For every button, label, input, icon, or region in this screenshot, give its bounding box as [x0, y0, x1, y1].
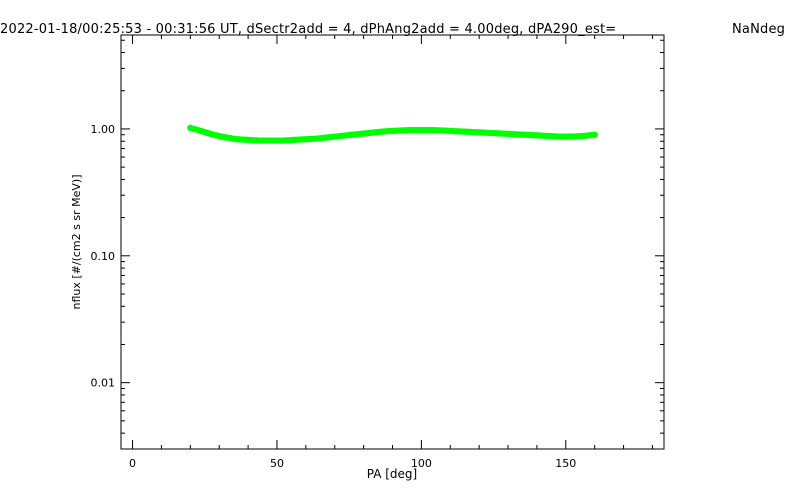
tick-labels: 0 50 100 150 0.01 0.10 1.00	[91, 123, 577, 470]
plot-frame	[120, 34, 665, 450]
axis-ticks	[121, 35, 664, 450]
y-tick-label: 0.10	[91, 250, 116, 263]
y-tick-label: 1.00	[91, 123, 116, 136]
chart-title-tail: NaNdeg	[732, 22, 786, 37]
chart-title-main: 2022-01-18/00:25:53 - 00:31:56 UT, dSect…	[0, 22, 617, 37]
y-tick-label: 0.01	[91, 377, 116, 390]
x-tick-label: 50	[270, 457, 284, 470]
x-tick-label: 0	[129, 457, 136, 470]
x-tick-label: 100	[411, 457, 432, 470]
y-axis-label: nflux [#/(cm2 s sr MeV)]	[70, 175, 83, 310]
x-tick-label: 150	[555, 457, 576, 470]
data-points	[187, 124, 598, 144]
data-point	[591, 131, 598, 138]
x-axis-label: PA [deg]	[367, 467, 417, 481]
